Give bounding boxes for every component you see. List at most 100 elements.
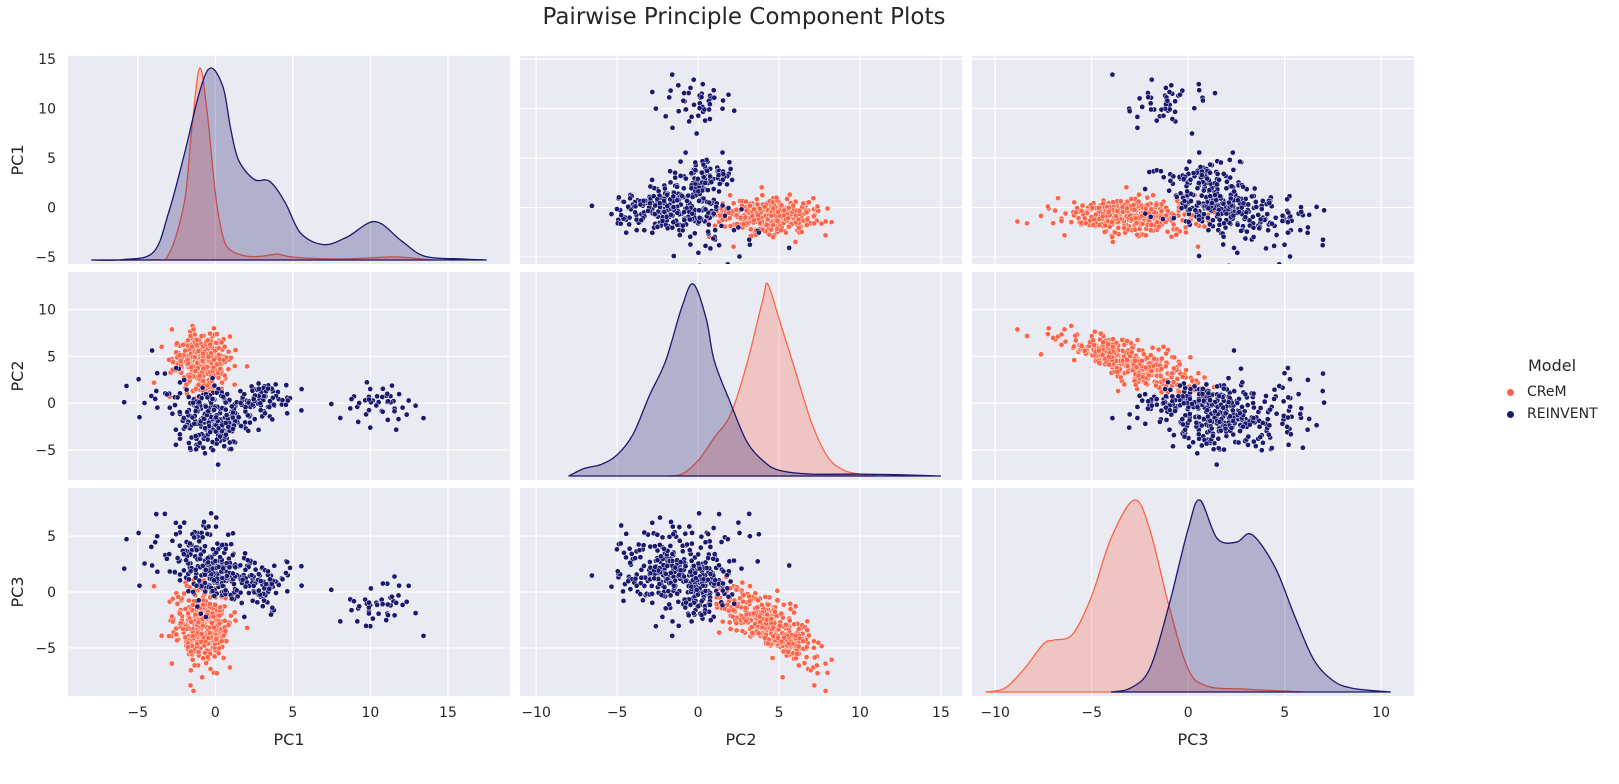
point-crem bbox=[1195, 370, 1202, 376]
point-reinvent bbox=[366, 599, 372, 606]
point-reinvent bbox=[1214, 171, 1221, 177]
point-reinvent bbox=[1285, 365, 1291, 371]
point-reinvent bbox=[219, 583, 226, 589]
point-reinvent bbox=[164, 391, 170, 398]
point-crem bbox=[232, 347, 239, 353]
point-crem bbox=[200, 365, 207, 372]
point-reinvent bbox=[1205, 413, 1211, 420]
point-reinvent bbox=[384, 417, 391, 423]
point-reinvent bbox=[265, 568, 271, 575]
point-reinvent bbox=[272, 381, 279, 388]
point-reinvent bbox=[1109, 415, 1116, 421]
point-reinvent bbox=[1258, 206, 1265, 212]
point-crem bbox=[792, 632, 799, 639]
point-crem bbox=[197, 373, 203, 379]
kde-curves bbox=[91, 67, 487, 261]
point-crem bbox=[751, 206, 757, 213]
point-reinvent bbox=[1222, 425, 1229, 432]
point-crem bbox=[755, 630, 762, 637]
point-reinvent bbox=[223, 560, 230, 567]
point-crem bbox=[803, 644, 810, 650]
point-crem bbox=[761, 634, 768, 641]
point-reinvent bbox=[1220, 171, 1227, 177]
point-reinvent bbox=[182, 423, 188, 430]
point-reinvent bbox=[201, 519, 207, 525]
point-reinvent bbox=[679, 222, 686, 229]
point-crem bbox=[828, 656, 835, 663]
point-reinvent bbox=[621, 549, 627, 556]
point-reinvent bbox=[681, 573, 687, 580]
point-reinvent bbox=[391, 612, 398, 619]
point-reinvent bbox=[667, 569, 674, 576]
point-reinvent bbox=[1250, 224, 1257, 231]
point-reinvent bbox=[242, 419, 248, 426]
point-reinvent bbox=[1221, 220, 1227, 227]
point-reinvent bbox=[1148, 402, 1155, 409]
point-reinvent bbox=[1178, 205, 1185, 211]
point-reinvent bbox=[1300, 444, 1306, 451]
point-reinvent bbox=[1153, 117, 1160, 124]
point-reinvent bbox=[173, 519, 179, 526]
point-reinvent bbox=[245, 427, 252, 434]
point-reinvent bbox=[259, 603, 266, 610]
point-crem bbox=[1038, 213, 1044, 219]
point-crem bbox=[204, 337, 211, 344]
point-reinvent bbox=[697, 262, 702, 264]
point-crem bbox=[1147, 352, 1154, 358]
point-crem bbox=[751, 217, 757, 224]
point-reinvent bbox=[420, 633, 427, 639]
point-reinvent bbox=[256, 587, 262, 594]
point-crem bbox=[795, 662, 802, 669]
point-reinvent bbox=[1210, 217, 1216, 223]
point-reinvent bbox=[620, 588, 626, 595]
point-reinvent bbox=[197, 610, 204, 617]
point-reinvent bbox=[287, 565, 293, 571]
point-reinvent bbox=[1196, 414, 1202, 421]
point-crem bbox=[198, 630, 205, 637]
point-crem bbox=[1014, 326, 1021, 333]
point-crem bbox=[770, 234, 776, 240]
panel-pc3-pc2 bbox=[520, 488, 962, 696]
point-reinvent bbox=[716, 188, 722, 195]
point-crem bbox=[1106, 223, 1113, 230]
point-crem bbox=[185, 360, 192, 367]
point-crem bbox=[1158, 355, 1165, 362]
point-reinvent bbox=[1271, 243, 1277, 249]
point-crem bbox=[733, 586, 740, 593]
point-crem bbox=[1128, 349, 1135, 356]
point-reinvent bbox=[707, 245, 714, 252]
point-crem bbox=[1174, 376, 1181, 382]
point-reinvent bbox=[370, 615, 376, 622]
point-reinvent bbox=[268, 611, 274, 618]
legend-label-reinvent: REINVENT bbox=[1527, 406, 1598, 422]
point-reinvent bbox=[1180, 400, 1187, 407]
point-crem bbox=[804, 618, 811, 625]
point-reinvent bbox=[1204, 175, 1211, 182]
point-crem bbox=[795, 643, 802, 650]
point-reinvent bbox=[162, 511, 168, 517]
point-reinvent bbox=[1199, 390, 1206, 397]
point-reinvent bbox=[1313, 422, 1320, 429]
point-reinvent bbox=[674, 183, 680, 190]
point-crem bbox=[176, 352, 183, 358]
point-crem bbox=[169, 596, 176, 602]
point-reinvent bbox=[1266, 200, 1273, 206]
point-reinvent bbox=[191, 420, 198, 427]
point-crem bbox=[1162, 363, 1169, 370]
x-tick-label: 10 bbox=[362, 705, 380, 721]
point-reinvent bbox=[219, 575, 226, 582]
point-reinvent bbox=[710, 525, 717, 531]
point-reinvent bbox=[241, 391, 248, 398]
point-reinvent bbox=[702, 180, 708, 186]
point-reinvent bbox=[706, 199, 713, 206]
point-reinvent bbox=[196, 399, 203, 406]
point-crem bbox=[1136, 191, 1142, 198]
y-tick-label: −5 bbox=[35, 443, 56, 459]
point-crem bbox=[198, 333, 205, 339]
point-reinvent bbox=[754, 558, 761, 565]
point-reinvent bbox=[257, 578, 264, 584]
chart-title: Pairwise Principle Component Plots bbox=[542, 4, 946, 30]
point-reinvent bbox=[1231, 388, 1238, 394]
point-reinvent bbox=[650, 193, 657, 200]
